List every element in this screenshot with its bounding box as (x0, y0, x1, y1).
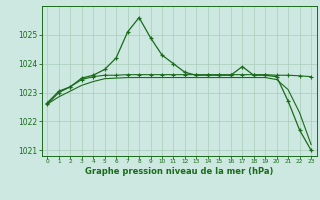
X-axis label: Graphe pression niveau de la mer (hPa): Graphe pression niveau de la mer (hPa) (85, 167, 273, 176)
